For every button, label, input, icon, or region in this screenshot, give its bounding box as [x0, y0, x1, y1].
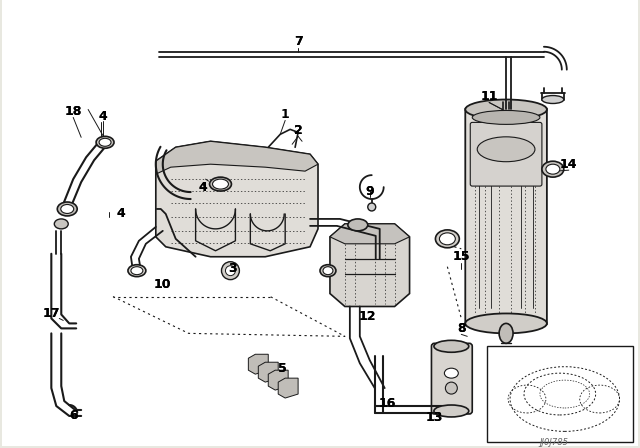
Text: 16: 16: [379, 396, 396, 409]
Polygon shape: [278, 378, 298, 398]
Bar: [487, 346, 634, 442]
Ellipse shape: [434, 340, 468, 352]
Text: 17: 17: [43, 307, 60, 320]
Ellipse shape: [209, 177, 232, 191]
Text: 18: 18: [65, 105, 82, 118]
Ellipse shape: [99, 138, 111, 146]
Text: 2: 2: [294, 124, 303, 137]
Text: 14: 14: [560, 158, 577, 171]
Text: 12: 12: [359, 310, 376, 323]
Polygon shape: [156, 141, 318, 257]
Ellipse shape: [212, 179, 228, 189]
FancyBboxPatch shape: [465, 108, 547, 325]
Polygon shape: [248, 354, 268, 374]
Text: 1: 1: [281, 108, 289, 121]
FancyBboxPatch shape: [470, 122, 542, 186]
Text: 9: 9: [365, 185, 374, 198]
Text: JJ0J785: JJ0J785: [540, 438, 568, 447]
Ellipse shape: [546, 164, 560, 174]
Text: 3: 3: [228, 262, 237, 275]
FancyBboxPatch shape: [431, 343, 472, 414]
Text: 7: 7: [294, 35, 303, 48]
Ellipse shape: [499, 323, 513, 343]
Ellipse shape: [131, 267, 143, 275]
Text: 12: 12: [359, 310, 376, 323]
Text: 14: 14: [560, 158, 577, 171]
Polygon shape: [330, 224, 410, 306]
Circle shape: [368, 203, 376, 211]
Circle shape: [221, 262, 239, 280]
Text: 13: 13: [426, 411, 443, 424]
Text: 10: 10: [154, 278, 172, 291]
Text: 4: 4: [198, 181, 207, 194]
Text: 5: 5: [278, 362, 287, 375]
Ellipse shape: [348, 219, 368, 231]
Circle shape: [445, 382, 458, 394]
Text: 6: 6: [69, 409, 77, 422]
Text: 11: 11: [481, 90, 498, 103]
Ellipse shape: [58, 202, 77, 216]
Ellipse shape: [472, 111, 540, 125]
Text: 4: 4: [198, 181, 207, 194]
Ellipse shape: [54, 219, 68, 229]
Text: 7: 7: [294, 35, 303, 48]
Text: 8: 8: [457, 322, 466, 335]
Ellipse shape: [465, 314, 547, 333]
Ellipse shape: [61, 204, 74, 213]
Text: 16: 16: [379, 396, 396, 409]
Text: 15: 15: [452, 250, 470, 263]
Text: 3: 3: [228, 262, 237, 275]
Text: 18: 18: [65, 105, 82, 118]
Polygon shape: [330, 224, 410, 244]
Text: 9: 9: [365, 185, 374, 198]
Polygon shape: [259, 362, 278, 382]
Ellipse shape: [96, 136, 114, 148]
Polygon shape: [156, 141, 318, 174]
Text: 17: 17: [43, 307, 60, 320]
Text: 11: 11: [481, 90, 498, 103]
Text: 8: 8: [457, 322, 466, 335]
Ellipse shape: [435, 230, 460, 248]
Text: 4: 4: [99, 110, 108, 123]
Ellipse shape: [542, 161, 564, 177]
Text: 4: 4: [116, 207, 125, 220]
Text: 10: 10: [154, 278, 172, 291]
Text: 6: 6: [69, 409, 77, 422]
Ellipse shape: [465, 99, 547, 120]
Ellipse shape: [444, 368, 458, 378]
Text: 5: 5: [278, 362, 287, 375]
Ellipse shape: [434, 405, 468, 417]
Text: 13: 13: [426, 411, 443, 424]
Text: 15: 15: [452, 250, 470, 263]
Ellipse shape: [128, 265, 146, 277]
Ellipse shape: [542, 95, 564, 103]
Circle shape: [225, 266, 236, 276]
Text: 2: 2: [294, 124, 303, 137]
Ellipse shape: [440, 233, 455, 245]
Text: 4: 4: [99, 110, 108, 123]
Ellipse shape: [320, 265, 336, 277]
Ellipse shape: [477, 137, 535, 162]
Ellipse shape: [323, 267, 333, 275]
Text: 4: 4: [116, 207, 125, 220]
Polygon shape: [268, 370, 288, 390]
